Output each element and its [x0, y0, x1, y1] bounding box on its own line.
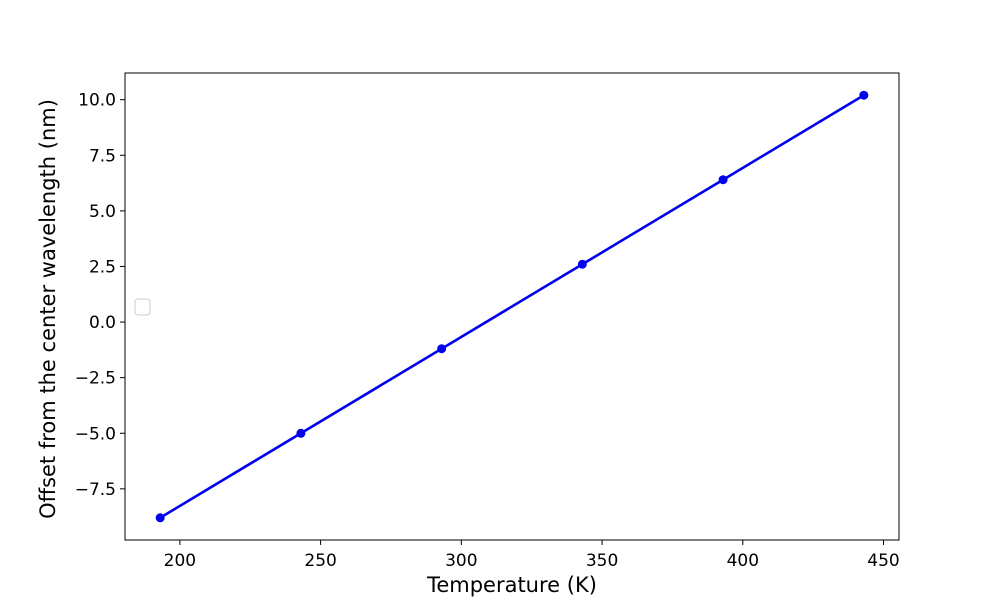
- y-tick-label: −7.5: [75, 480, 116, 500]
- y-tick-label: 7.5: [89, 146, 116, 166]
- y-tick-label: 2.5: [89, 257, 116, 277]
- x-tick-label: 450: [867, 551, 899, 571]
- plot-area: 200 250 300 350 400 450 −7.5 −5.0 −2.5 0.0 2.5 5.0 7…: [75, 72, 900, 571]
- x-tick-label: 200: [164, 551, 196, 571]
- x-tick-label: 350: [586, 551, 618, 571]
- axes-frame: [124, 72, 900, 541]
- y-tick-label: 5.0: [89, 202, 116, 222]
- series-line: [159, 94, 865, 519]
- y-tick-label: 0.0: [89, 313, 116, 333]
- y-tick-label: 10.0: [78, 91, 116, 111]
- data-point: [437, 344, 447, 354]
- data-point: [859, 90, 869, 100]
- x-tick-label: 300: [445, 551, 477, 571]
- y-axis-label: Offset from the center wavelength (nm): [36, 99, 60, 519]
- data-point: [155, 513, 165, 523]
- x-tick-label: 250: [304, 551, 336, 571]
- data-point: [577, 259, 587, 269]
- x-tick-label: 400: [727, 551, 759, 571]
- legend-box: [134, 298, 151, 316]
- data-point: [296, 428, 306, 438]
- data-point: [718, 175, 728, 185]
- y-tick-label: −5.0: [75, 424, 116, 444]
- x-axis-label: Temperature (K): [426, 573, 597, 597]
- y-tick-label: −2.5: [75, 369, 116, 389]
